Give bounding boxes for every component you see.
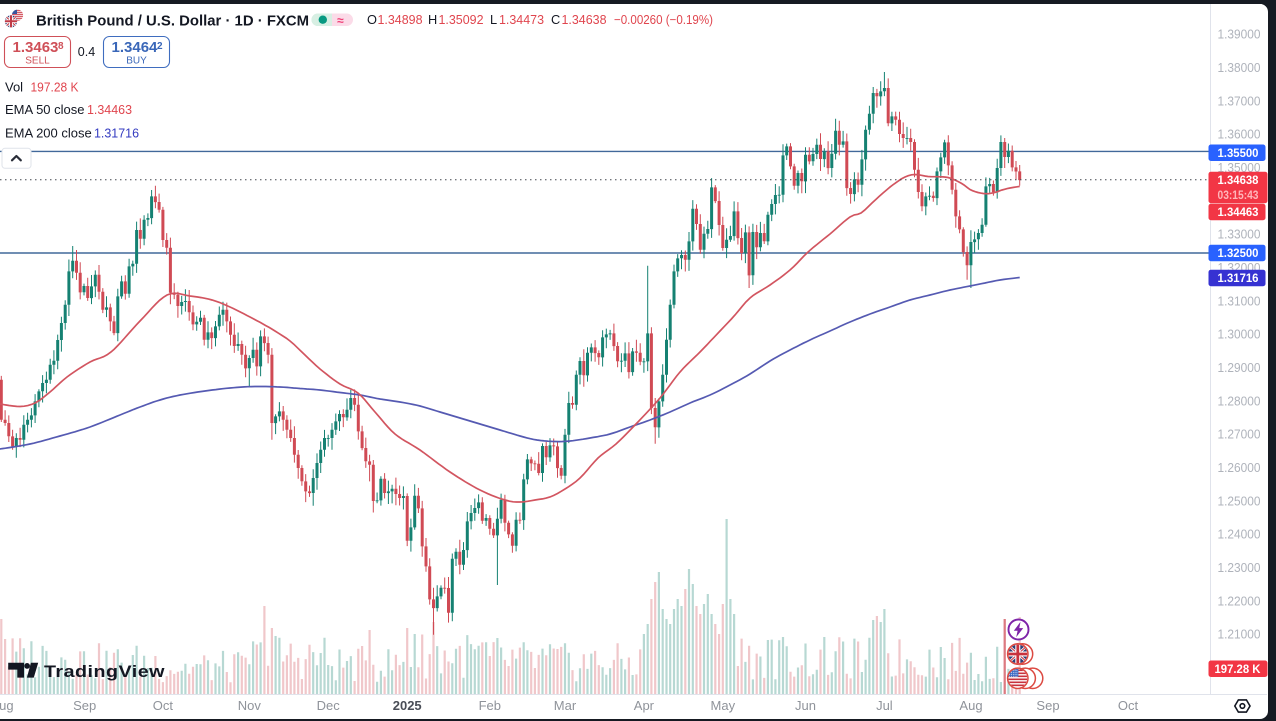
svg-text:1.24000: 1.24000 <box>1218 528 1261 542</box>
svg-text:Mar: Mar <box>554 698 577 713</box>
svg-text:1.29000: 1.29000 <box>1218 361 1261 375</box>
svg-text:Apr: Apr <box>634 698 655 713</box>
svg-text:Dec: Dec <box>317 698 341 713</box>
svg-text:1.23000: 1.23000 <box>1218 561 1261 575</box>
svg-text:8: 8 <box>58 41 64 52</box>
svg-text:1.34473: 1.34473 <box>499 12 544 27</box>
svg-text:EMA 200 close: EMA 200 close <box>5 126 92 141</box>
svg-text:2: 2 <box>157 41 163 52</box>
svg-text:Aug: Aug <box>959 698 982 713</box>
svg-text:1.34638: 1.34638 <box>1218 175 1260 187</box>
svg-text:May: May <box>711 698 736 713</box>
svg-text:1.25000: 1.25000 <box>1218 494 1261 508</box>
svg-text:1.31000: 1.31000 <box>1218 294 1261 308</box>
svg-text:197.28 K: 197.28 K <box>1215 664 1262 676</box>
svg-text:1.35092: 1.35092 <box>439 12 484 27</box>
svg-text:1.33000: 1.33000 <box>1218 228 1261 242</box>
svg-text:British Pound / U.S. Dollar ·: British Pound / U.S. Dollar · 1D · FXCM <box>36 14 309 30</box>
svg-text:−0.00260 (−0.19%): −0.00260 (−0.19%) <box>614 12 713 27</box>
svg-text:Oct: Oct <box>1118 698 1139 713</box>
svg-text:Aug: Aug <box>0 698 14 713</box>
svg-text:L: L <box>490 12 497 27</box>
svg-text:1.35500: 1.35500 <box>1218 148 1259 160</box>
svg-text:1.28000: 1.28000 <box>1218 394 1261 408</box>
svg-text:1.3464: 1.3464 <box>112 39 159 56</box>
svg-text:Feb: Feb <box>479 698 501 713</box>
svg-text:H: H <box>428 12 437 27</box>
svg-text:1.32500: 1.32500 <box>1218 248 1259 260</box>
svg-text:0.4: 0.4 <box>78 45 95 59</box>
svg-text:Oct: Oct <box>153 698 174 713</box>
svg-text:BUY: BUY <box>126 56 147 67</box>
svg-text:1.38000: 1.38000 <box>1218 61 1261 75</box>
svg-text:1.36000: 1.36000 <box>1218 128 1261 142</box>
svg-text:Sep: Sep <box>73 698 96 713</box>
svg-text:1.34463: 1.34463 <box>87 102 132 117</box>
svg-text:1.34463: 1.34463 <box>1218 207 1259 219</box>
svg-text:1.27000: 1.27000 <box>1218 428 1261 442</box>
svg-text:1.22000: 1.22000 <box>1218 594 1261 608</box>
svg-text:C: C <box>551 12 560 27</box>
svg-text:O: O <box>367 12 377 27</box>
svg-text:1.30000: 1.30000 <box>1218 328 1261 342</box>
svg-text:Nov: Nov <box>238 698 262 713</box>
svg-text:1.34638: 1.34638 <box>562 12 607 27</box>
svg-text:≈: ≈ <box>337 13 344 27</box>
svg-text:TradingView: TradingView <box>44 663 165 681</box>
svg-text:2025: 2025 <box>393 698 422 713</box>
svg-text:1.37000: 1.37000 <box>1218 94 1261 108</box>
svg-text:Jun: Jun <box>795 698 816 713</box>
svg-text:197.28 K: 197.28 K <box>31 79 79 94</box>
svg-text:Vol: Vol <box>5 79 23 94</box>
svg-text:1.21000: 1.21000 <box>1218 628 1261 642</box>
svg-text:1.31716: 1.31716 <box>94 126 139 141</box>
svg-text:1.39000: 1.39000 <box>1218 28 1261 42</box>
svg-text:1.26000: 1.26000 <box>1218 461 1261 475</box>
svg-text:1.35000: 1.35000 <box>1218 161 1261 175</box>
svg-text:Sep: Sep <box>1036 698 1059 713</box>
svg-text:1.34898: 1.34898 <box>378 12 423 27</box>
svg-text:1.31716: 1.31716 <box>1218 273 1259 285</box>
svg-text:Jul: Jul <box>876 698 893 713</box>
svg-text:SELL: SELL <box>25 56 50 67</box>
svg-text:EMA 50 close: EMA 50 close <box>5 102 85 117</box>
svg-text:03:15:43: 03:15:43 <box>1218 190 1259 202</box>
svg-text:1.3463: 1.3463 <box>13 39 59 56</box>
